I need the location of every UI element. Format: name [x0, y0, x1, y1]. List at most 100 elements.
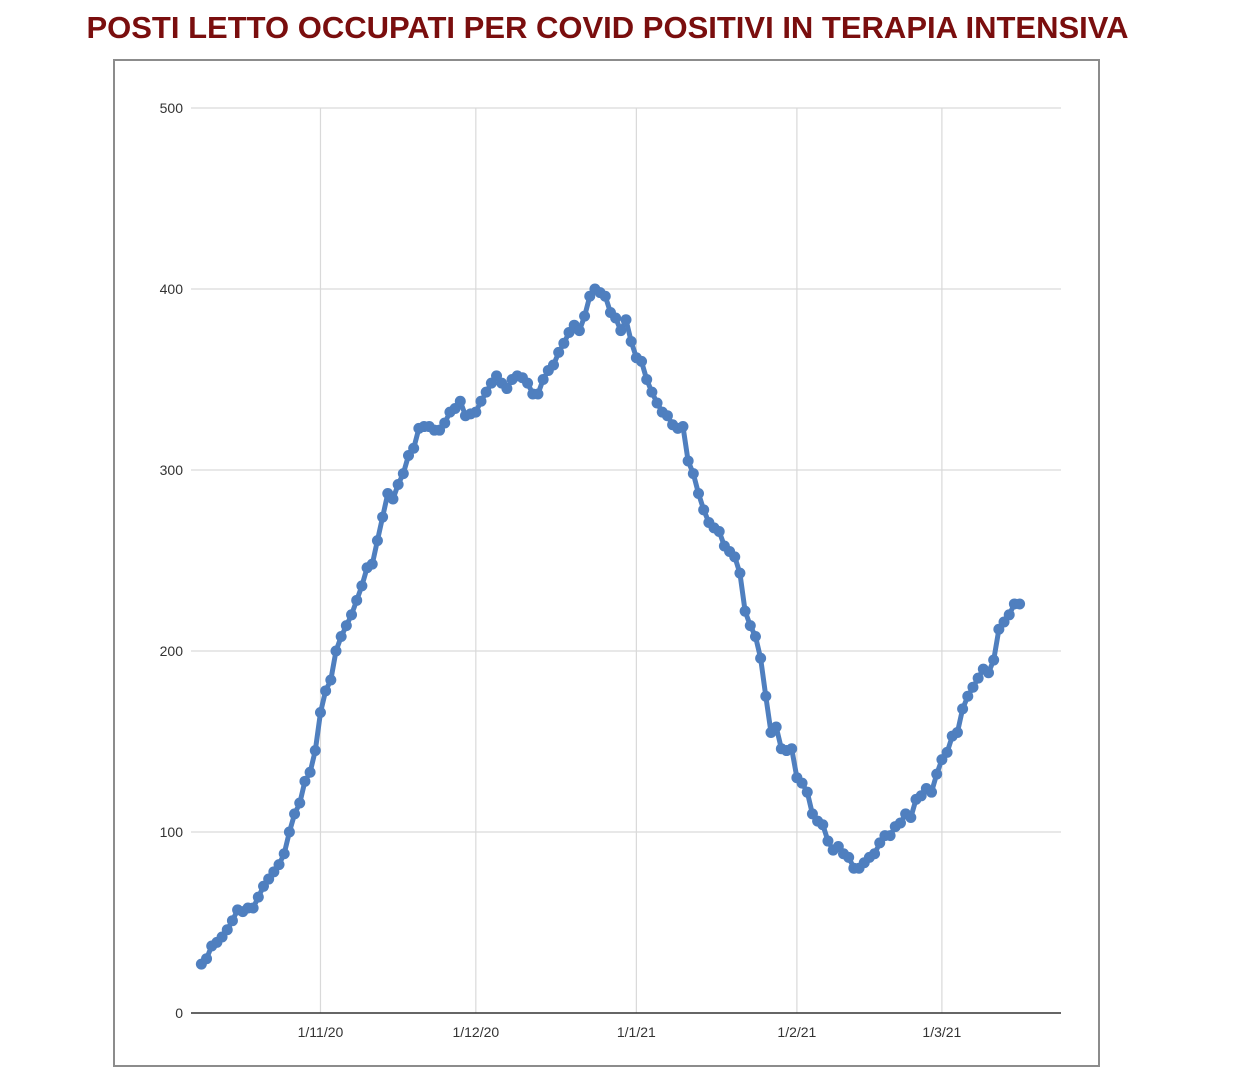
- data-point: [682, 455, 694, 467]
- data-point: [817, 819, 829, 831]
- data-point: [760, 690, 772, 702]
- data-point: [786, 743, 798, 755]
- data-point: [734, 567, 746, 579]
- line-chart: 0 100 200 300 400 500 1/11/20 1/12/20 1/1/21 1/2…: [160, 100, 1061, 1040]
- data-point: [548, 359, 559, 371]
- data-point: [314, 707, 326, 719]
- data-point: [573, 325, 585, 337]
- data-point: [739, 605, 751, 617]
- series-line: [198, 286, 1023, 967]
- data-point: [532, 388, 544, 400]
- data-point: [299, 775, 311, 787]
- x-tick-label: 1/12/20: [452, 1024, 499, 1040]
- data-point: [1003, 609, 1015, 621]
- data-point: [988, 654, 1000, 666]
- x-tick-label: 1/11/20: [298, 1024, 344, 1040]
- data-point: [330, 645, 342, 657]
- data-point: [905, 812, 917, 824]
- data-point: [356, 580, 368, 592]
- data-point: [289, 808, 301, 820]
- data-point: [687, 468, 699, 480]
- data-point: [636, 355, 648, 367]
- data-point: [962, 690, 974, 702]
- data-point: [698, 504, 710, 516]
- data-point: [201, 953, 213, 965]
- data-point: [615, 325, 627, 337]
- data-point: [397, 468, 409, 480]
- data-point: [770, 721, 782, 733]
- data-point: [273, 859, 285, 871]
- data-point: [661, 410, 673, 422]
- data-point: [325, 674, 337, 686]
- data-point: [646, 386, 658, 398]
- data-point: [641, 374, 653, 385]
- data-point: [294, 797, 306, 809]
- data-point: [967, 681, 979, 693]
- data-point: [351, 594, 363, 606]
- chart-title: POSTI LETTO OCCUPATI PER COVID POSITIVI …: [86, 10, 1129, 45]
- data-point: [392, 478, 404, 490]
- data-point: [553, 346, 565, 358]
- data-point: [439, 417, 451, 429]
- data-point: [371, 535, 383, 547]
- data-point: [558, 337, 570, 349]
- data-point: [749, 631, 761, 643]
- data-point: [822, 835, 834, 847]
- data-point: [278, 848, 290, 860]
- data-point: [304, 766, 316, 778]
- data-point: [283, 826, 295, 838]
- data-point: [884, 830, 896, 842]
- y-tick-label: 400: [160, 281, 184, 297]
- y-tick-label: 100: [160, 824, 184, 840]
- data-point: [983, 667, 994, 679]
- x-axis-tick-labels: 1/11/20 1/12/20 1/1/21 1/2/21 1/3/21: [298, 1024, 962, 1040]
- data-point: [941, 746, 953, 758]
- data-point: [796, 777, 808, 789]
- data-point: [408, 442, 420, 454]
- data-point: [454, 395, 466, 407]
- data-point: [677, 421, 689, 433]
- data-point: [951, 726, 963, 738]
- data-point: [346, 609, 358, 621]
- data-point: [335, 631, 347, 643]
- data-point: [387, 493, 399, 505]
- data-point: [309, 745, 321, 757]
- data-point: [744, 620, 756, 632]
- data-point: [475, 395, 487, 407]
- data-point: [869, 848, 881, 860]
- data-point: [972, 672, 984, 684]
- data-point: [480, 386, 492, 398]
- data-point: [252, 891, 264, 903]
- data-point: [651, 397, 663, 409]
- data-point: [926, 786, 938, 798]
- data-point: [599, 290, 611, 302]
- vertical-gridlines: [319, 108, 943, 1013]
- data-point: [801, 786, 813, 798]
- data-point: [625, 335, 637, 347]
- data-point: [579, 310, 591, 322]
- data-point: [320, 685, 332, 697]
- y-axis-tick-labels: 0 100 200 300 400 500: [160, 100, 184, 1021]
- data-points: [195, 283, 1026, 970]
- data-point: [620, 314, 632, 326]
- data-point: [366, 558, 378, 570]
- data-point: [522, 377, 534, 389]
- data-point: [931, 768, 943, 780]
- y-tick-label: 300: [160, 462, 184, 478]
- data-point: [729, 551, 741, 563]
- data-point: [843, 851, 855, 863]
- data-point: [1014, 598, 1026, 610]
- data-point: [957, 703, 969, 715]
- x-tick-label: 1/1/21: [617, 1024, 656, 1040]
- data-point: [247, 902, 259, 914]
- data-point: [713, 526, 725, 538]
- data-point: [226, 915, 238, 927]
- y-tick-label: 0: [175, 1005, 183, 1021]
- data-point: [693, 488, 704, 500]
- data-point: [470, 406, 482, 418]
- data-point: [610, 312, 622, 324]
- data-point: [755, 652, 767, 664]
- y-tick-label: 200: [160, 643, 184, 659]
- data-point: [221, 924, 233, 936]
- x-tick-label: 1/3/21: [922, 1024, 961, 1040]
